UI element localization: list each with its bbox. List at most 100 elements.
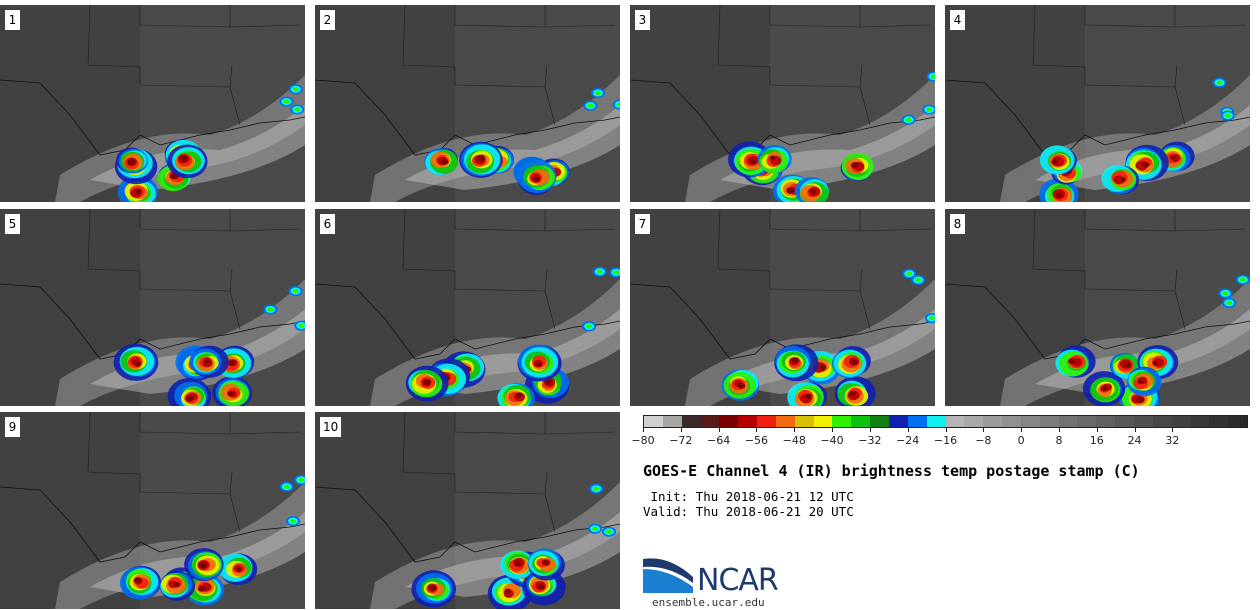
colorbar-segment [719, 416, 739, 427]
postage-stamp-panel: 3 [630, 5, 935, 202]
panel-number-label: 4 [950, 10, 965, 30]
panel-number-label: 10 [320, 417, 342, 437]
panel-number-label: 2 [320, 10, 335, 30]
colorbar-tick-label: −8 [975, 434, 992, 447]
satellite-image [945, 5, 1250, 202]
colorbar-tick-label: −72 [669, 434, 693, 447]
colorbar-segment [870, 416, 889, 427]
panel-number-label: 1 [5, 10, 20, 30]
colorbar-tick [983, 428, 985, 432]
init-time: Init: Thu 2018-06-21 12 UTC [643, 489, 854, 504]
colorbar-segment [1002, 416, 1021, 427]
colorbar-segment [738, 416, 758, 427]
colorbar-segment [662, 416, 682, 427]
colorbar-tick-label: 0 [1017, 434, 1025, 447]
colorbar-segment [757, 416, 776, 427]
colorbar-segment [1152, 416, 1172, 427]
colorbar-tick-label: −16 [933, 434, 958, 447]
colorbar-tick [1021, 428, 1023, 432]
colorbar-segment [1020, 416, 1040, 427]
satellite-image [945, 209, 1250, 406]
colorbar-tick-label: −40 [820, 434, 844, 447]
panel-number-label: 8 [950, 214, 965, 234]
colorbar-tick [794, 428, 796, 432]
colorbar-segment [832, 416, 852, 427]
postage-stamp-panel: 9 [0, 412, 305, 609]
colorbar-tick-label: 32 [1165, 434, 1180, 447]
panel-number-label: 7 [635, 214, 650, 234]
colorbar-tick [1134, 428, 1136, 432]
colorbar-segment [926, 416, 946, 427]
colorbar [643, 415, 1248, 428]
colorbar-tick [718, 428, 720, 432]
colorbar-segment [983, 416, 1003, 427]
colorbar-segment [1190, 416, 1210, 427]
colorbar-tick [832, 428, 834, 432]
colorbar-segment [1058, 416, 1078, 427]
colorbar-segment [644, 416, 663, 427]
ncar-logo-text: NCAR [697, 563, 779, 598]
postage-stamp-panel: 8 [945, 209, 1250, 406]
colorbar-segment [851, 416, 871, 427]
colorbar-tick [1096, 428, 1098, 432]
panel-number-label: 3 [635, 10, 650, 30]
satellite-image [315, 412, 620, 609]
colorbar-segment [1209, 416, 1229, 427]
colorbar-ticks: −80 −72 −64 −56 −48 −40 −32 −24 −16 −8 0 8 16 24 32 [631, 428, 1248, 448]
colorbar-tick [756, 428, 758, 432]
colorbar-segment [775, 416, 795, 427]
colorbar-tick [945, 428, 947, 432]
satellite-image [630, 209, 935, 406]
colorbar-segment [1077, 416, 1097, 427]
satellite-image [630, 5, 935, 202]
colorbar-segment [1228, 416, 1247, 427]
colorbar-tick [680, 428, 682, 432]
colorbar-segment [945, 416, 965, 427]
colorbar-segment [1115, 416, 1134, 427]
colorbar-tick [869, 428, 871, 432]
colorbar-tick-label: −32 [858, 434, 882, 447]
panel-number-label: 6 [320, 214, 335, 234]
postage-stamp-panel: 1 [0, 5, 305, 202]
colorbar-segment [964, 416, 984, 427]
colorbar-tick-label: −24 [896, 434, 920, 447]
colorbar-tick [907, 428, 909, 432]
panel-number-label: 9 [5, 417, 20, 437]
panel-number-label: 5 [5, 214, 20, 234]
colorbar-tick-label: −80 [631, 434, 655, 447]
satellite-image [0, 5, 305, 202]
postage-stamp-panel: 7 [630, 209, 935, 406]
colorbar-tick-label: 24 [1127, 434, 1142, 447]
colorbar-segment [813, 416, 833, 427]
postage-stamp-panel: 4 [945, 5, 1250, 202]
postage-stamp-panel: 5 [0, 209, 305, 406]
colorbar-segment [1039, 416, 1059, 427]
colorbar-tick-label: −64 [707, 434, 731, 447]
colorbar-segment [681, 416, 701, 427]
postage-stamp-panel: 2 [315, 5, 620, 202]
colorbar-segment [1171, 416, 1191, 427]
colorbar-tick [1058, 428, 1060, 432]
colorbar-segment [700, 416, 720, 427]
postage-stamp-panel: 6 [315, 209, 620, 406]
valid-time: Valid: Thu 2018-06-21 20 UTC [643, 504, 854, 519]
colorbar-tick-label: −56 [744, 434, 769, 447]
colorbar-tick [1172, 428, 1174, 432]
colorbar-segment [1133, 416, 1153, 427]
site-url: ensemble.ucar.edu [652, 596, 765, 609]
colorbar-tick-label: −48 [782, 434, 806, 447]
colorbar-tick-label: 8 [1055, 434, 1063, 447]
colorbar-tick-label: 16 [1089, 434, 1104, 447]
ncar-logo-icon [643, 558, 693, 593]
colorbar-segment [1096, 416, 1116, 427]
satellite-image [315, 5, 620, 202]
postage-stamp-panel: 10 [315, 412, 620, 609]
satellite-image [0, 412, 305, 609]
colorbar-segment [888, 416, 908, 427]
satellite-image [315, 209, 620, 406]
page-title: GOES-E Channel 4 (IR) brightness temp po… [643, 462, 1140, 480]
colorbar-segment [794, 416, 814, 427]
satellite-image [0, 209, 305, 406]
colorbar-segment [907, 416, 927, 427]
colorbar-tick [643, 428, 644, 432]
